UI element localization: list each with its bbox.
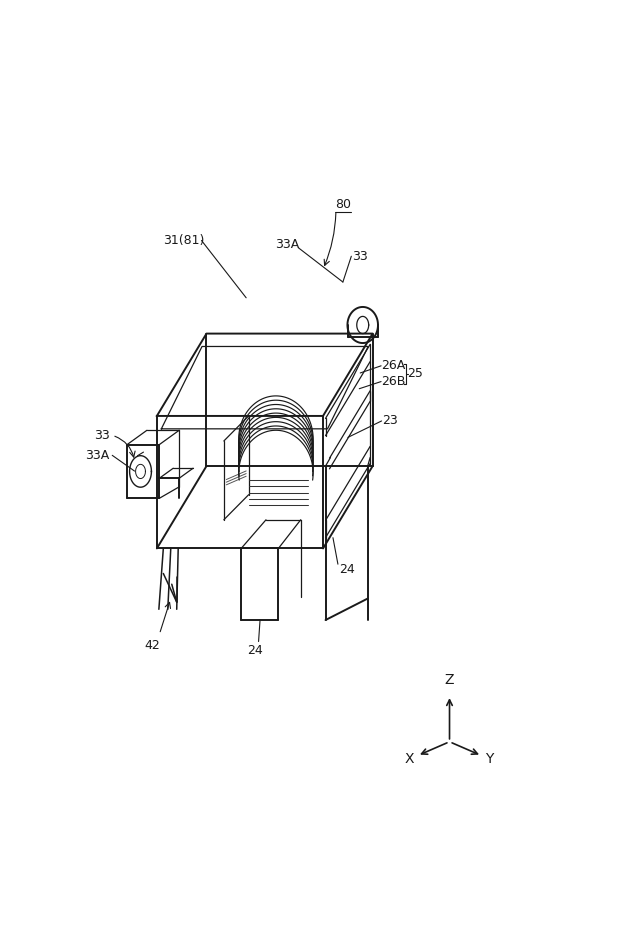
Text: Y: Y	[485, 752, 493, 766]
Text: 25: 25	[408, 367, 423, 380]
Text: 80: 80	[335, 198, 351, 211]
Text: 23: 23	[383, 415, 398, 428]
Text: 26A: 26A	[381, 359, 406, 372]
Text: 33: 33	[94, 429, 110, 442]
Text: 24: 24	[339, 564, 355, 577]
Text: 24: 24	[246, 644, 262, 657]
Text: 33A: 33A	[275, 237, 300, 250]
Text: Z: Z	[445, 672, 454, 686]
Text: 42: 42	[144, 639, 160, 652]
Text: 33: 33	[352, 250, 367, 263]
Text: X: X	[404, 752, 414, 766]
Text: 33A: 33A	[86, 449, 110, 462]
Text: 26B: 26B	[381, 375, 406, 388]
Text: 31(81): 31(81)	[163, 234, 205, 247]
